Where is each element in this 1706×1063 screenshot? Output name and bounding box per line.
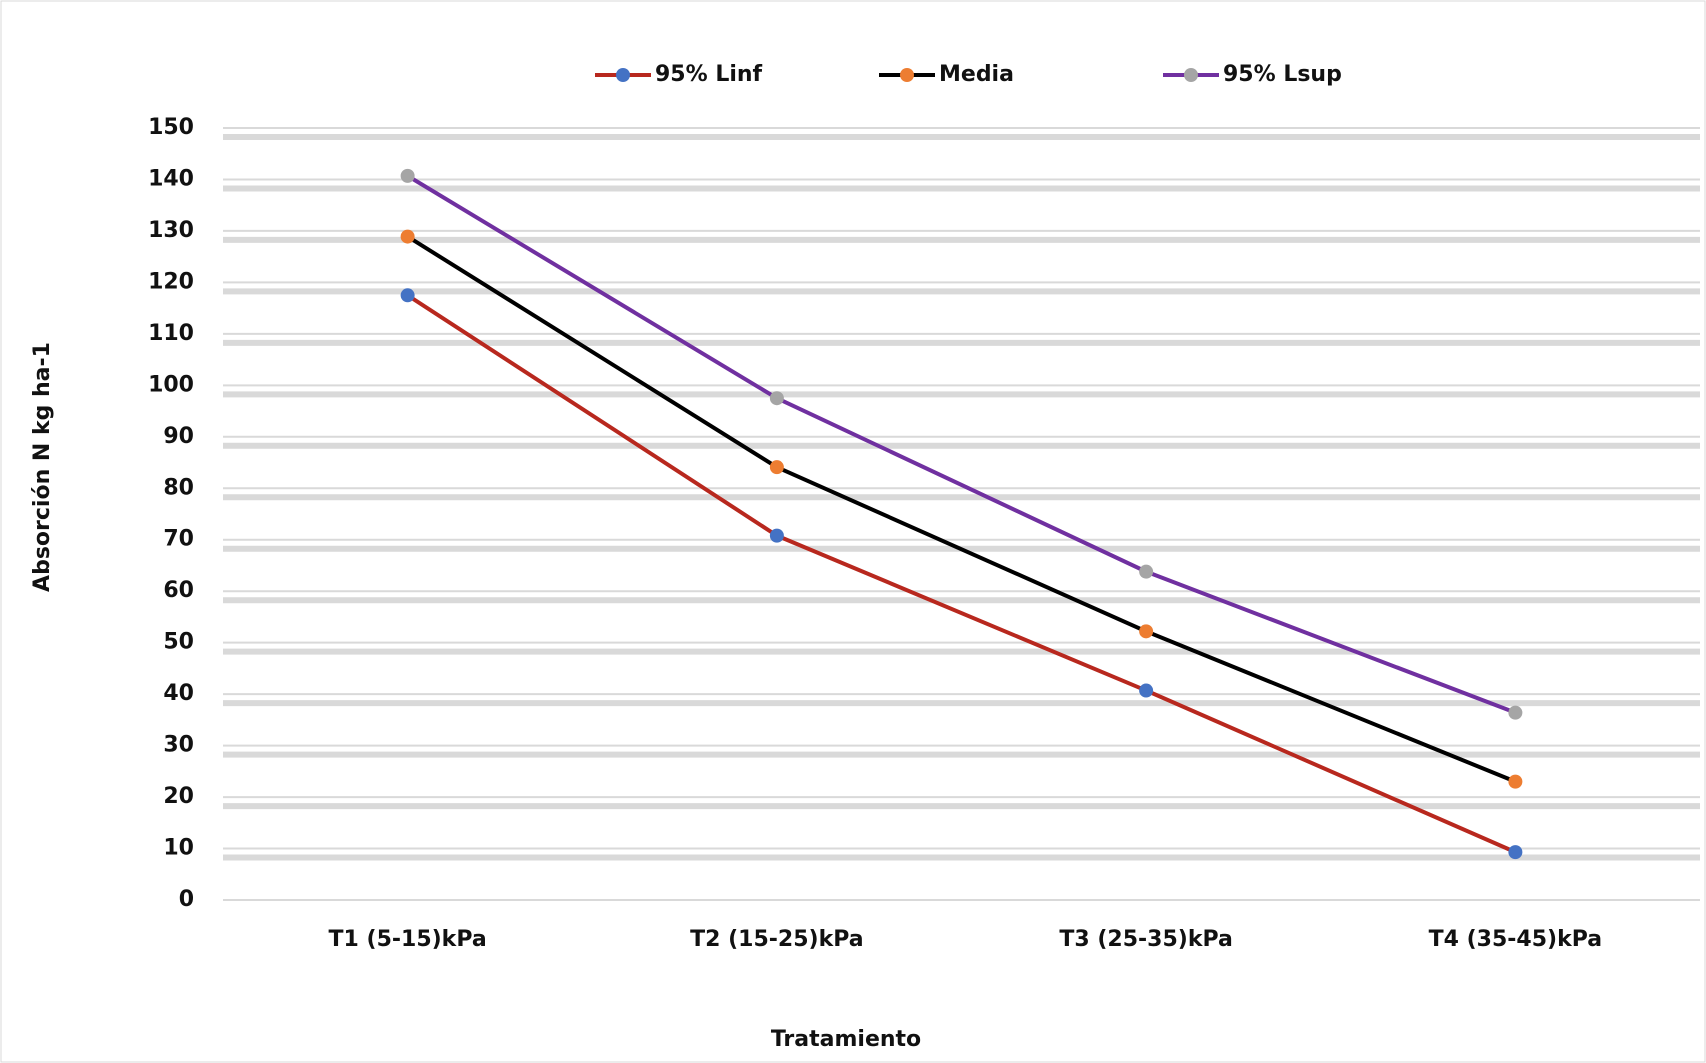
legend-label: Media xyxy=(939,62,1014,87)
y-tick-label: 130 xyxy=(148,218,194,243)
x-tick-label: T1 (5-15)kPa xyxy=(329,927,487,952)
legend-marker xyxy=(616,68,630,82)
y-tick-label: 140 xyxy=(148,166,194,191)
data-point xyxy=(400,168,415,183)
legend-marker xyxy=(900,68,914,82)
x-tick-label: T2 (15-25)kPa xyxy=(690,927,863,952)
series-line xyxy=(406,234,1517,784)
series-line xyxy=(406,293,1517,854)
y-tick-label: 110 xyxy=(148,321,194,346)
data-point xyxy=(1508,705,1523,720)
data-point xyxy=(1508,774,1523,789)
data-point xyxy=(769,460,784,475)
y-tick-label: 50 xyxy=(163,630,194,655)
y-tick-label: 90 xyxy=(163,424,194,449)
y-tick-label: 0 xyxy=(179,887,194,912)
y-tick-label: 60 xyxy=(163,578,194,603)
x-tick-label: T3 (25-35)kPa xyxy=(1059,927,1232,952)
y-tick-label: 30 xyxy=(163,733,194,758)
y-tick-label: 20 xyxy=(163,784,194,809)
x-tick-label: T4 (35-45)kPa xyxy=(1429,927,1602,952)
y-tick-label: 70 xyxy=(163,527,194,552)
data-point xyxy=(1139,624,1154,639)
series-line xyxy=(406,174,1517,715)
data-point xyxy=(769,391,784,406)
y-tick-label: 10 xyxy=(163,836,194,861)
x-axis-label: Tratamiento xyxy=(771,1027,921,1052)
data-point xyxy=(1508,845,1523,860)
data-point xyxy=(1139,683,1154,698)
legend-label: 95% Lsup xyxy=(1223,62,1342,87)
y-tick-label: 40 xyxy=(163,681,194,706)
y-tick-label: 100 xyxy=(148,372,194,397)
data-point xyxy=(400,288,415,303)
data-point xyxy=(769,528,784,543)
y-tick-label: 120 xyxy=(148,269,194,294)
legend-label: 95% Linf xyxy=(655,62,763,87)
y-tick-label: 80 xyxy=(163,475,194,500)
data-point xyxy=(1139,564,1154,579)
y-tick-label: 150 xyxy=(148,115,194,140)
legend-marker xyxy=(1184,68,1198,82)
y-axis-label: Absorción N kg ha-1 xyxy=(30,342,55,592)
data-point xyxy=(400,229,415,244)
